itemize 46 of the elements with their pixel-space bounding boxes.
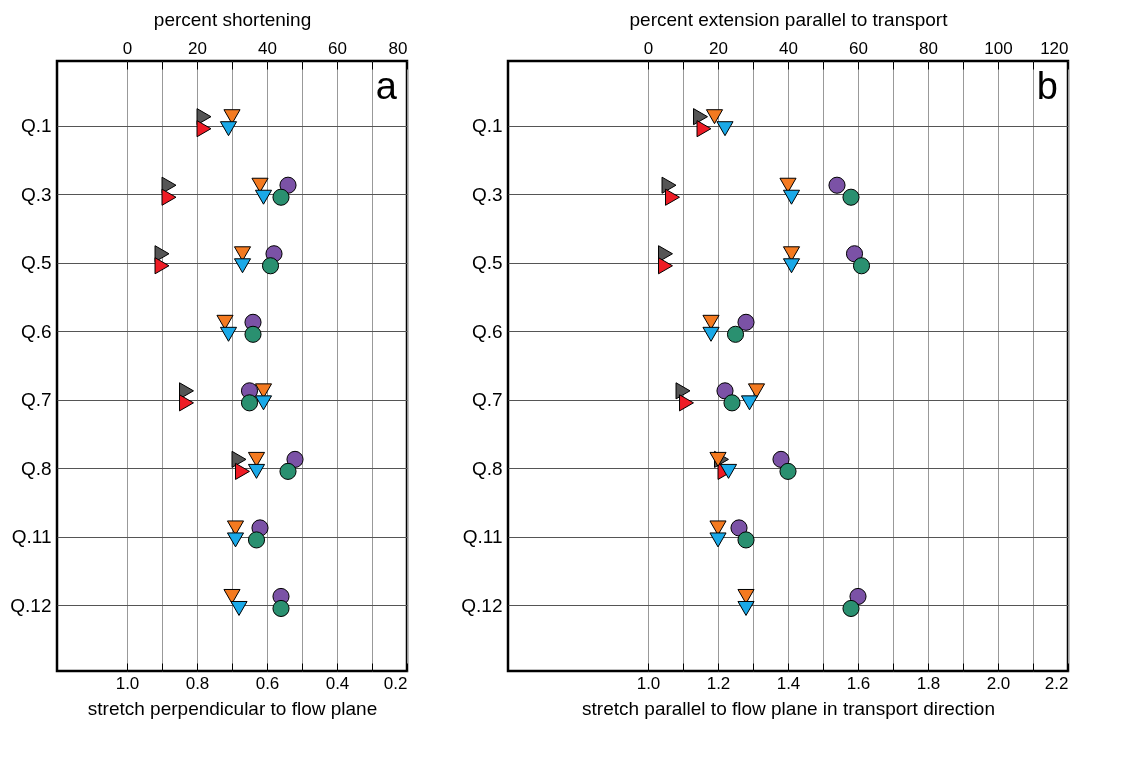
y-tick-label: Q.1	[471, 115, 503, 137]
y-tick-label: Q.11	[462, 526, 503, 548]
y-tick-label: Q.6	[20, 320, 52, 342]
x-tick-label: 1.0	[636, 673, 661, 693]
y-tick-label: Q.12	[10, 594, 52, 616]
x-tick-label: 1.6	[846, 673, 871, 693]
annotation: b	[1036, 65, 1058, 107]
x2-tick-label: 60	[849, 38, 868, 58]
y-tick-label: Q.8	[20, 457, 52, 479]
y-tick-label: Q.7	[471, 389, 503, 411]
y-tick-label: Q.5	[20, 252, 52, 274]
y-tick-label: Q.7	[20, 389, 52, 411]
x2-tick-label: 120	[1040, 38, 1069, 58]
x2-axis-title: percent shortening	[153, 8, 312, 30]
x2-tick-label: 40	[258, 38, 277, 58]
x-tick-label: 1.2	[706, 673, 731, 693]
y-tick-label: Q.11	[11, 526, 52, 548]
x2-tick-label: 20	[188, 38, 207, 58]
x2-tick-label: 100	[984, 38, 1013, 58]
x-tick-label: 0.2	[383, 673, 408, 693]
x2-tick-label: 20	[709, 38, 728, 58]
x-tick-label: 1.0	[115, 673, 140, 693]
x2-tick-label: 80	[388, 38, 408, 58]
x-tick-label: 0.4	[325, 673, 350, 693]
x2-tick-label: 80	[919, 38, 938, 58]
y-tick-label: Q.3	[20, 183, 52, 205]
x2-tick-label: 40	[779, 38, 798, 58]
x-axis-title: stretch parallel to flow plane in transport direction	[582, 697, 995, 719]
x2-tick-label: 60	[328, 38, 347, 58]
y-tick-label: Q.3	[471, 183, 503, 205]
x-tick-label: 0.8	[185, 673, 210, 693]
x-tick-label: 1.4	[776, 673, 801, 693]
annotation: a	[375, 65, 398, 107]
y-tick-label: Q.12	[461, 594, 503, 616]
y-tick-label: Q.5	[471, 252, 503, 274]
y-tick-label: Q.6	[471, 320, 503, 342]
x-tick-label: 2.2	[1044, 673, 1069, 693]
x-tick-label: 0.6	[255, 673, 280, 693]
x-axis-title: stretch perpendicular to flow plane	[87, 697, 378, 719]
x-tick-label: 2.0	[986, 673, 1011, 693]
y-tick-label: Q.8	[471, 457, 503, 479]
y-tick-label: Q.1	[20, 115, 52, 137]
x-tick-label: 1.8	[916, 673, 941, 693]
x2-tick-label: 0	[643, 38, 654, 58]
x2-tick-label: 0	[122, 38, 133, 58]
x2-axis-title: percent extension parallel to transport	[629, 8, 949, 30]
